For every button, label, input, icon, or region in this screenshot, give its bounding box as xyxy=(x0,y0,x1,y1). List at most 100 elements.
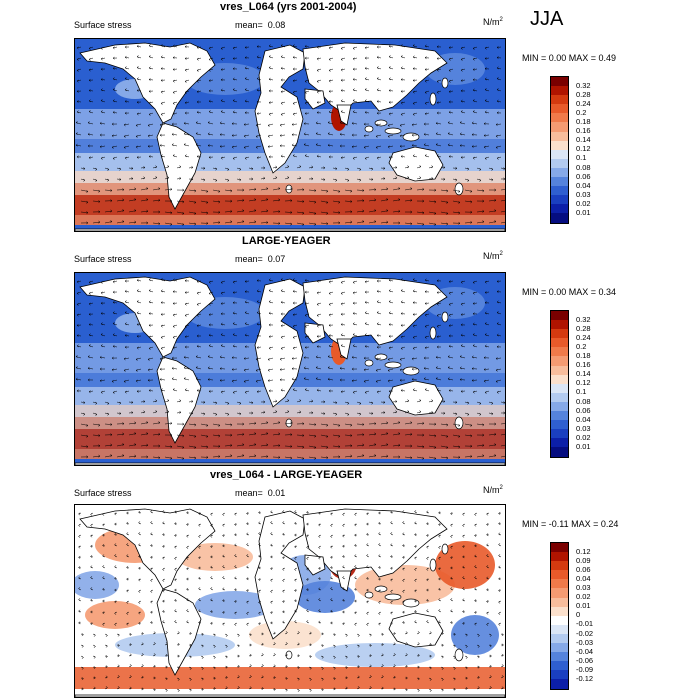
continent xyxy=(75,462,505,465)
colorbar-swatch xyxy=(551,86,568,96)
colorbar-label: 0.12 xyxy=(576,378,591,388)
field-patch xyxy=(75,571,119,599)
colorbar-label: 0.28 xyxy=(576,323,591,333)
colorbar-swatch xyxy=(551,661,568,671)
colorbar-swatch xyxy=(551,213,568,223)
panel2-mean-value: 0.07 xyxy=(267,254,286,264)
continent xyxy=(336,338,352,360)
island xyxy=(364,359,374,367)
colorbar-swatch xyxy=(551,447,568,457)
continent xyxy=(156,122,202,210)
colorbar-swatch xyxy=(551,374,568,384)
continent xyxy=(79,42,216,124)
colorbar-swatch xyxy=(551,338,568,348)
panel2-mean-label: mean= xyxy=(235,254,263,264)
colorbar-label: 0.06 xyxy=(576,405,591,415)
island xyxy=(429,92,437,106)
colorbar-label: 0.14 xyxy=(576,369,591,379)
panel3-mean: mean= 0.01 xyxy=(235,488,285,498)
colorbar-swatch xyxy=(551,347,568,357)
island xyxy=(441,543,449,555)
colorbar-swatches xyxy=(550,542,569,690)
continent xyxy=(388,612,444,648)
island xyxy=(429,326,437,340)
panel2-map xyxy=(74,272,506,466)
panel1-stats: MIN = 0.00 MAX = 0.49 xyxy=(522,53,617,63)
colorbar-label: 0.03 xyxy=(576,189,591,199)
colorbar-label: 0.1 xyxy=(576,387,587,397)
colorbar-label: 0.14 xyxy=(576,135,591,145)
panel1-title: vres_L064 (yrs 2001-2004) xyxy=(220,1,357,13)
stress-vectors xyxy=(75,44,505,226)
colorbar-label: 0.32 xyxy=(576,80,591,90)
field-band xyxy=(75,171,505,183)
panel1-mean-label: mean= xyxy=(235,20,263,30)
island xyxy=(374,585,388,593)
island xyxy=(441,77,449,89)
panel1-mean-value: 0.08 xyxy=(267,20,286,30)
colorbar-label: 0.32 xyxy=(576,314,591,324)
stress-vectors xyxy=(78,510,504,692)
field-band-southern-ocean xyxy=(75,667,505,689)
panel1-unit: N/m2 xyxy=(483,17,503,27)
continent xyxy=(304,88,326,110)
colorbar-swatch xyxy=(551,356,568,366)
colorbar-swatch xyxy=(551,438,568,448)
field-patch xyxy=(85,601,145,629)
colorbar-label: 0.02 xyxy=(576,432,591,442)
colorbar-swatch xyxy=(551,606,568,616)
continent xyxy=(302,508,448,580)
continent xyxy=(304,554,326,576)
colorbar-swatch xyxy=(551,329,568,339)
colorbar-swatch xyxy=(551,624,568,634)
field-band xyxy=(75,429,505,449)
island xyxy=(364,591,374,599)
colorbar-label: 0.1 xyxy=(576,153,587,163)
colorbar-label: 0.04 xyxy=(576,573,591,583)
colorbar-label: -0.02 xyxy=(576,628,594,638)
colorbar-swatch xyxy=(551,95,568,105)
panel2-left-label: Surface stress xyxy=(74,254,132,264)
map-canvas xyxy=(75,508,505,697)
colorbar-label: 0.06 xyxy=(576,171,591,181)
continent xyxy=(302,42,448,114)
field-patch xyxy=(195,591,275,619)
colorbar-label: 0.24 xyxy=(576,98,591,108)
island xyxy=(402,132,420,142)
colorbar-swatch xyxy=(551,158,568,168)
continent xyxy=(336,570,352,592)
panel3-left-label: Surface stress xyxy=(74,488,132,498)
colorbar-label: 0.04 xyxy=(576,414,591,424)
colorbar-label: 0.16 xyxy=(576,360,591,370)
colorbar-swatch xyxy=(551,149,568,159)
colorbar-label: 0.01 xyxy=(576,442,591,451)
colorbar-swatch xyxy=(551,561,568,571)
colorbar-swatch xyxy=(551,140,568,150)
colorbar-swatch xyxy=(551,77,568,87)
continent xyxy=(304,322,326,344)
island xyxy=(402,598,420,608)
field-patch xyxy=(177,543,253,571)
colorbar-swatch xyxy=(551,186,568,196)
island xyxy=(374,119,388,127)
panel1-mean: mean= 0.08 xyxy=(235,20,285,30)
colorbar-swatch xyxy=(551,643,568,653)
continent xyxy=(254,510,306,640)
colorbar-label: 0.2 xyxy=(576,107,587,117)
map-canvas xyxy=(75,42,505,231)
panel2-title: LARGE-YEAGER xyxy=(242,235,331,247)
field-band xyxy=(75,449,505,459)
continent xyxy=(254,278,306,408)
continent xyxy=(156,588,202,676)
colorbar-label: 0.24 xyxy=(576,332,591,342)
field-band xyxy=(75,195,505,215)
colorbar-swatch xyxy=(551,420,568,430)
panel3-map xyxy=(74,504,506,698)
colorbar-swatch xyxy=(551,311,568,321)
colorbar-label: 0.08 xyxy=(576,396,591,406)
colorbar-swatch xyxy=(551,652,568,662)
colorbar-label: 0.03 xyxy=(576,423,591,433)
continent xyxy=(254,44,306,174)
island xyxy=(454,416,464,430)
colorbar-swatch xyxy=(551,131,568,141)
